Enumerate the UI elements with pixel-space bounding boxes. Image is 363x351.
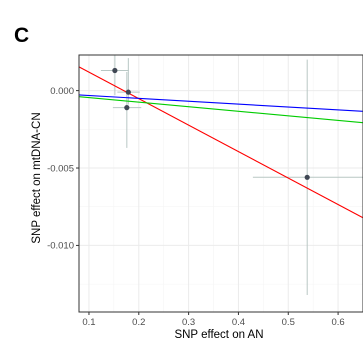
x-tick-label: 0.6: [331, 317, 344, 328]
plot-panel: [79, 55, 363, 312]
data-point: [304, 174, 310, 180]
data-point: [112, 67, 118, 74]
x-axis-title: SNP effect on AN: [174, 329, 263, 341]
data-point: [125, 89, 131, 95]
x-tick-label: 0.3: [182, 317, 195, 328]
y-axis-title: SNP effect on mtDNA-CN: [31, 112, 43, 243]
x-tick-label: 0.4: [232, 317, 245, 328]
x-tick-label: 0.1: [82, 317, 95, 328]
panel-border: [78, 54, 363, 313]
y-tick-label: -0.010: [47, 241, 74, 252]
regression-line-green: [79, 96, 363, 124]
regression-line-red: [79, 66, 363, 219]
x-tick-label: 0.2: [132, 317, 145, 328]
panel-label: C: [14, 24, 29, 47]
data-point: [124, 105, 130, 111]
regression-line-blue: [79, 94, 363, 112]
x-tick-label: 0.5: [282, 317, 295, 328]
y-tick-label: -0.005: [47, 163, 74, 174]
y-tick-label: 0.000: [50, 86, 74, 97]
